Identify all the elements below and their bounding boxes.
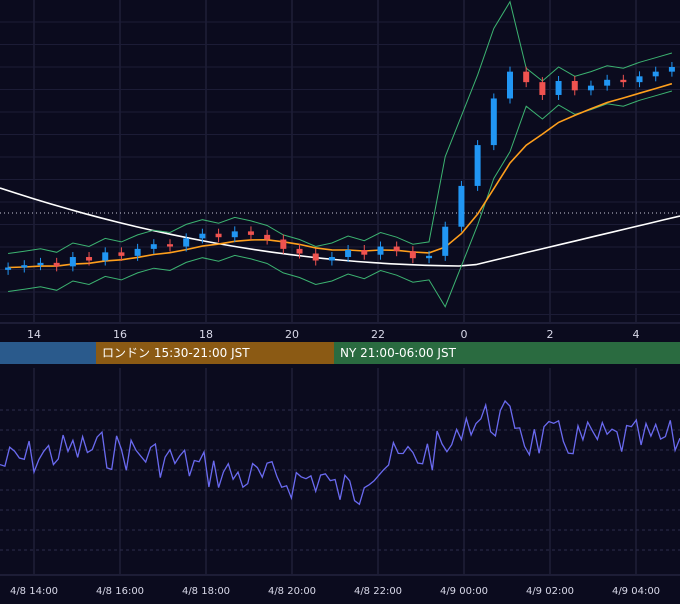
- candle-body: [312, 253, 319, 261]
- time-label: 4/8 16:00: [96, 586, 144, 597]
- session-ny: NY 21:00-06:00 JST: [334, 342, 680, 364]
- candle-body: [442, 226, 449, 256]
- price-x-tick: 2: [547, 328, 554, 341]
- candle-body: [5, 267, 12, 270]
- candle-body: [507, 71, 513, 99]
- time-label: 4/8 14:00: [10, 586, 58, 597]
- candle-body: [345, 250, 352, 258]
- candle-body: [167, 244, 173, 247]
- candle-body: [69, 257, 76, 267]
- candle-body: [296, 248, 303, 254]
- price-x-tick: 14: [27, 328, 41, 341]
- price-panel: [0, 0, 680, 308]
- candle-body: [361, 250, 368, 255]
- price-x-tick: 0: [461, 328, 468, 341]
- candle-body: [458, 185, 465, 227]
- oscillator-panel: [0, 399, 680, 506]
- time-axis: 4/8 14:00 4/8 16:00 4/8 18:00 4/8 20:00 4/8 …: [10, 586, 660, 597]
- time-label: 4/8 20:00: [268, 586, 316, 597]
- time-label: 4/8 22:00: [354, 586, 402, 597]
- candle-body: [247, 231, 254, 235]
- candle-body: [490, 98, 497, 146]
- candle-body: [604, 79, 611, 86]
- candle-body: [377, 246, 384, 255]
- candle-body: [587, 85, 594, 91]
- candle-body: [215, 233, 222, 238]
- upper-band: [8, 0, 673, 254]
- candle-body: [571, 80, 578, 91]
- candle-body: [231, 231, 238, 238]
- candle-body: [21, 265, 28, 268]
- session-tokyo: [0, 342, 96, 364]
- price-x-tick: 20: [285, 328, 299, 341]
- candle-body: [199, 233, 206, 239]
- session-london: ロンドン 15:30-21:00 JST: [96, 342, 334, 364]
- candle-body: [86, 257, 93, 261]
- price-x-tick: 4: [633, 328, 640, 341]
- short-ma-line: [8, 82, 673, 269]
- price-x-tick: 22: [371, 328, 385, 341]
- candle-body: [652, 71, 659, 77]
- price-x-tick: 16: [113, 328, 127, 341]
- candle-body: [118, 252, 125, 256]
- candle-body: [555, 80, 562, 95]
- price-x-tick: 18: [199, 328, 213, 341]
- oscillator-line: [0, 399, 680, 506]
- price-x-axis: 14 16 18 20 22 0 2 4: [27, 328, 640, 341]
- candle-body: [620, 79, 627, 83]
- candle-body: [102, 252, 109, 261]
- time-label: 4/9 00:00: [440, 586, 488, 597]
- time-label: 4/9 02:00: [526, 586, 574, 597]
- candle-body: [280, 239, 287, 249]
- candle-body: [523, 71, 530, 83]
- candle-body: [37, 262, 44, 266]
- candle-body: [409, 251, 416, 259]
- grid-layer: [0, 0, 680, 576]
- time-label: 4/8 18:00: [182, 586, 230, 597]
- long-ma-line: [0, 187, 680, 267]
- candle-body: [539, 82, 546, 95]
- candle-body: [134, 248, 141, 256]
- candle-body: [426, 255, 433, 259]
- candle-body: [183, 238, 190, 247]
- time-label: 4/9 04:00: [612, 586, 660, 597]
- candle-body: [393, 246, 400, 252]
- candle-body: [53, 262, 60, 267]
- candle-body: [668, 66, 675, 72]
- candle-body: [328, 257, 335, 261]
- candle-body: [264, 234, 271, 240]
- candle-body: [474, 145, 481, 186]
- lower-band: [8, 90, 673, 308]
- candle-body: [636, 76, 643, 83]
- candle-body: [150, 244, 157, 249]
